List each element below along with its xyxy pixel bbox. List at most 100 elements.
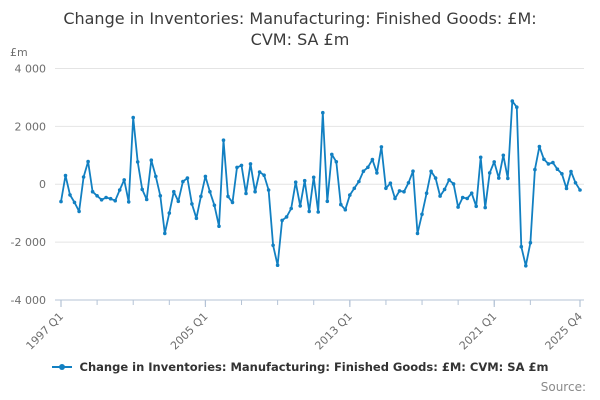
data-point-marker xyxy=(108,196,113,201)
data-point-marker xyxy=(447,178,451,182)
data-point-marker xyxy=(226,194,230,199)
data-point-marker xyxy=(140,187,144,192)
data-point-marker xyxy=(352,186,357,191)
data-point-marker xyxy=(388,181,393,185)
data-point-marker xyxy=(460,195,465,200)
data-point-marker xyxy=(122,178,126,182)
data-point-marker xyxy=(533,167,537,172)
data-point-marker xyxy=(203,174,208,179)
data-point-marker xyxy=(528,240,533,245)
x-tick-label: 1997 Q1 xyxy=(24,310,67,353)
data-point-marker xyxy=(537,144,542,149)
data-point-marker xyxy=(375,171,379,175)
data-point-marker xyxy=(366,165,370,170)
data-point-marker xyxy=(167,211,172,215)
data-point-marker xyxy=(144,197,149,202)
data-point-marker xyxy=(266,188,271,192)
x-tick-label: 2005 Q1 xyxy=(168,310,211,353)
data-point-marker xyxy=(469,191,474,195)
data-point-marker xyxy=(230,200,235,205)
data-point-marker xyxy=(307,209,312,214)
data-point-marker xyxy=(456,205,460,209)
data-point-marker xyxy=(451,182,456,186)
data-point-marker xyxy=(86,159,90,164)
data-point-marker xyxy=(393,196,397,201)
data-point-marker xyxy=(117,188,122,192)
chart-title-line1: Change in Inventories: Manufacturing: Fi… xyxy=(63,9,537,28)
data-point-marker xyxy=(424,191,429,195)
data-point-marker xyxy=(275,263,280,268)
data-point-marker xyxy=(212,203,217,208)
y-tick-label: -4 000 xyxy=(11,294,46,307)
data-point-marker xyxy=(343,207,348,212)
data-point-marker xyxy=(384,186,388,191)
data-point-marker xyxy=(474,204,479,209)
data-point-marker xyxy=(90,189,95,194)
data-point-marker xyxy=(126,200,131,204)
data-point-marker xyxy=(244,191,248,196)
legend-series-label: Change in Inventories: Manufacturing: Fi… xyxy=(79,360,549,374)
data-point-marker xyxy=(492,160,497,164)
data-point-marker xyxy=(99,198,104,202)
data-point-marker xyxy=(478,155,483,160)
data-point-marker xyxy=(442,187,447,192)
data-point-marker xyxy=(406,181,411,185)
data-point-marker xyxy=(334,160,339,164)
data-point-marker xyxy=(573,181,578,185)
chart-title-line2: CVM: SA £m xyxy=(250,30,350,49)
data-point-marker xyxy=(235,165,239,170)
data-point-marker xyxy=(316,210,321,214)
data-point-marker xyxy=(497,176,501,180)
x-tick-label: 2013 Q1 xyxy=(312,310,355,353)
data-point-marker xyxy=(221,138,226,142)
data-point-marker xyxy=(510,99,515,103)
data-point-marker xyxy=(298,204,303,208)
data-point-marker xyxy=(190,202,194,206)
data-point-marker xyxy=(176,199,181,204)
data-point-marker xyxy=(357,179,361,184)
data-point-marker xyxy=(217,224,221,228)
y-tick-label: -2 000 xyxy=(11,236,46,249)
data-point-marker xyxy=(293,180,298,184)
data-point-marker xyxy=(185,176,190,180)
data-point-marker xyxy=(158,194,163,198)
data-point-marker xyxy=(578,188,582,192)
data-point-marker xyxy=(330,152,334,157)
data-point-marker xyxy=(113,198,117,203)
data-point-marker xyxy=(429,169,433,174)
x-tick-label: 2025 Q4 xyxy=(543,310,586,353)
data-point-marker xyxy=(420,212,424,217)
data-point-marker xyxy=(172,189,176,194)
data-point-marker xyxy=(149,158,154,162)
data-point-marker xyxy=(104,195,108,200)
data-point-marker xyxy=(569,169,573,174)
data-point-marker xyxy=(546,162,551,166)
data-point-marker xyxy=(248,162,253,166)
data-point-marker xyxy=(551,160,555,165)
y-tick-label: 2 000 xyxy=(15,120,47,133)
data-point-marker xyxy=(163,231,167,236)
legend-line-marker-icon xyxy=(51,362,72,372)
data-point-marker xyxy=(321,110,325,115)
x-tick-label: 2021 Q1 xyxy=(457,310,500,353)
series-line xyxy=(60,100,581,267)
legend: Change in Inventories: Manufacturing: Fi… xyxy=(0,360,600,374)
data-point-marker xyxy=(506,176,510,181)
data-point-marker xyxy=(487,171,492,175)
data-point-marker xyxy=(194,216,199,221)
data-point-marker xyxy=(77,209,81,214)
data-point-marker xyxy=(284,215,289,219)
data-point-marker xyxy=(438,194,442,198)
data-point-marker xyxy=(325,199,330,204)
data-point-marker xyxy=(135,160,140,164)
data-point-marker xyxy=(271,243,275,248)
data-point-marker xyxy=(483,205,488,210)
data-point-marker xyxy=(379,145,384,149)
data-point-marker xyxy=(415,231,420,236)
data-point-marker xyxy=(501,153,506,158)
data-point-marker xyxy=(253,189,257,194)
data-point-marker xyxy=(289,206,294,211)
data-point-marker xyxy=(524,264,528,268)
data-point-marker xyxy=(397,189,402,193)
